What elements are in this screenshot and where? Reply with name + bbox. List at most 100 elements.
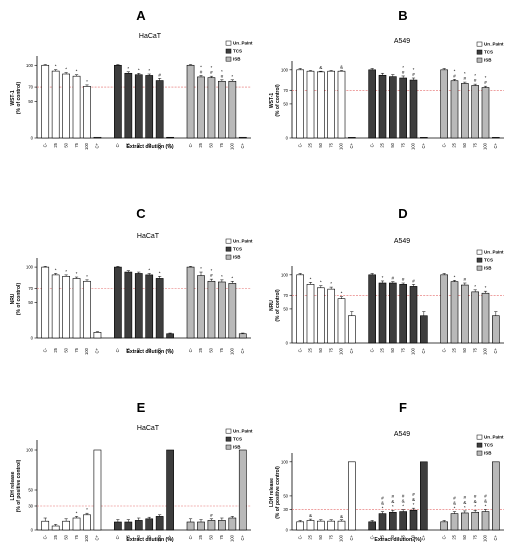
x-tick-label: 100 <box>483 534 488 542</box>
legend-swatch <box>225 254 232 260</box>
bar-un-paint <box>296 521 304 531</box>
y-axis-label-line: LDH release <box>269 478 275 507</box>
bar-tcs <box>124 271 133 339</box>
x-tick-label: 25 <box>53 142 58 147</box>
y-tick-label: 100 <box>281 67 289 72</box>
x-tick-label: 50 <box>390 347 395 352</box>
significance-mark: * <box>127 66 129 71</box>
significance-mark: * <box>55 267 57 272</box>
bar-isb <box>461 83 469 139</box>
significance-mark: * <box>55 64 57 69</box>
significance-mark: # <box>210 513 213 518</box>
x-tick-label: C+ <box>240 534 245 540</box>
x-tick-label: 75 <box>74 142 79 147</box>
bar-tcs <box>368 274 376 344</box>
x-tick-label: 75 <box>146 347 151 352</box>
bar-tcs <box>409 79 418 139</box>
bar-isb <box>238 136 247 139</box>
bar-un-paint <box>337 520 346 531</box>
bar-un-paint <box>62 73 70 139</box>
significance-mark: # <box>402 277 405 282</box>
x-tick-label: 50 <box>209 534 214 539</box>
x-tick-label: 25 <box>452 142 457 147</box>
bar-un-paint <box>317 71 325 139</box>
bar-un-paint <box>348 461 356 531</box>
significance-mark: # <box>412 278 415 283</box>
panel-letter: C <box>136 206 146 221</box>
bar-tcs <box>399 284 407 344</box>
significance-mark: # <box>464 277 467 282</box>
x-tick-label: 100 <box>411 534 416 542</box>
bar-isb <box>186 521 195 531</box>
legend-swatch <box>225 436 232 442</box>
bar-tcs <box>155 80 164 139</box>
x-tick-label: C+ <box>240 347 245 353</box>
legend-label: ISB <box>233 255 241 260</box>
bar-isb <box>481 292 490 344</box>
significance-mark: * <box>148 68 150 73</box>
significance-mark: & <box>391 499 394 504</box>
y-tick-label: 0 <box>31 528 34 533</box>
significance-mark: * <box>464 71 466 76</box>
y-tick-label: 0 <box>31 336 34 341</box>
bar-tcs <box>145 274 154 339</box>
significance-mark: * <box>454 68 456 73</box>
significance-mark: * <box>65 269 67 274</box>
bar-un-paint <box>296 69 304 139</box>
bar-tcs <box>145 518 154 531</box>
x-tick-label: C- <box>42 347 47 352</box>
significance-mark: # <box>474 78 477 83</box>
bar-isb <box>440 69 448 139</box>
x-tick-label: C- <box>188 347 193 352</box>
significance-mark: * <box>86 79 88 84</box>
bar-tcs <box>389 511 397 531</box>
significance-mark: & <box>474 499 477 504</box>
x-tick-label: C- <box>369 142 374 147</box>
x-tick-label: 25 <box>126 142 131 147</box>
x-tick-label: 25 <box>452 534 457 539</box>
x-tick-label: 25 <box>308 142 313 147</box>
panel-title: A549 <box>394 238 410 245</box>
x-tick-label: C+ <box>421 534 426 540</box>
bar-isb <box>186 64 195 139</box>
x-tick-label: C- <box>441 142 446 147</box>
x-tick-label: 50 <box>462 534 467 539</box>
bar-un-paint <box>327 70 335 139</box>
bar-tcs <box>114 64 122 139</box>
y-tick-label: 0 <box>286 136 289 141</box>
y-axis-label-line: NRU <box>269 300 275 311</box>
bar-un-paint <box>41 520 50 531</box>
panel-letter: A <box>136 8 146 23</box>
panel-title: HaCaT <box>139 33 162 40</box>
x-tick-label: C+ <box>349 142 354 148</box>
bar-un-paint <box>317 520 325 531</box>
x-tick-label: C- <box>369 534 374 539</box>
significance-mark: * <box>485 504 487 509</box>
x-tick-label: 100 <box>157 142 162 150</box>
x-tick-label: C- <box>188 534 193 539</box>
significance-mark: # <box>484 80 487 85</box>
x-tick-label: 100 <box>84 347 89 355</box>
x-tick-label: 50 <box>390 534 395 539</box>
bar-un-paint <box>337 70 346 139</box>
bar-isb <box>461 284 469 344</box>
legend-swatch <box>476 450 483 456</box>
bar-un-paint <box>93 136 102 139</box>
bar-tcs <box>389 76 397 139</box>
bar-isb <box>186 266 195 339</box>
legend-swatch <box>225 40 232 46</box>
significance-mark: # <box>412 72 415 77</box>
significance-mark: * <box>231 275 233 280</box>
legend-swatch <box>225 238 232 244</box>
panel-a: A HaCaT 0 50 70 100 WST-1(% of control) C- * 25 * 5… <box>10 8 253 150</box>
legend-label: ISB <box>484 451 492 456</box>
bar-un-paint <box>93 332 102 339</box>
bar-isb <box>207 77 216 139</box>
y-axis-label-line: WST-1 <box>269 93 275 108</box>
bar-isb <box>238 449 247 531</box>
x-tick-label: 75 <box>328 142 333 147</box>
x-tick-label: 75 <box>400 142 405 147</box>
bar-un-paint <box>41 64 50 139</box>
